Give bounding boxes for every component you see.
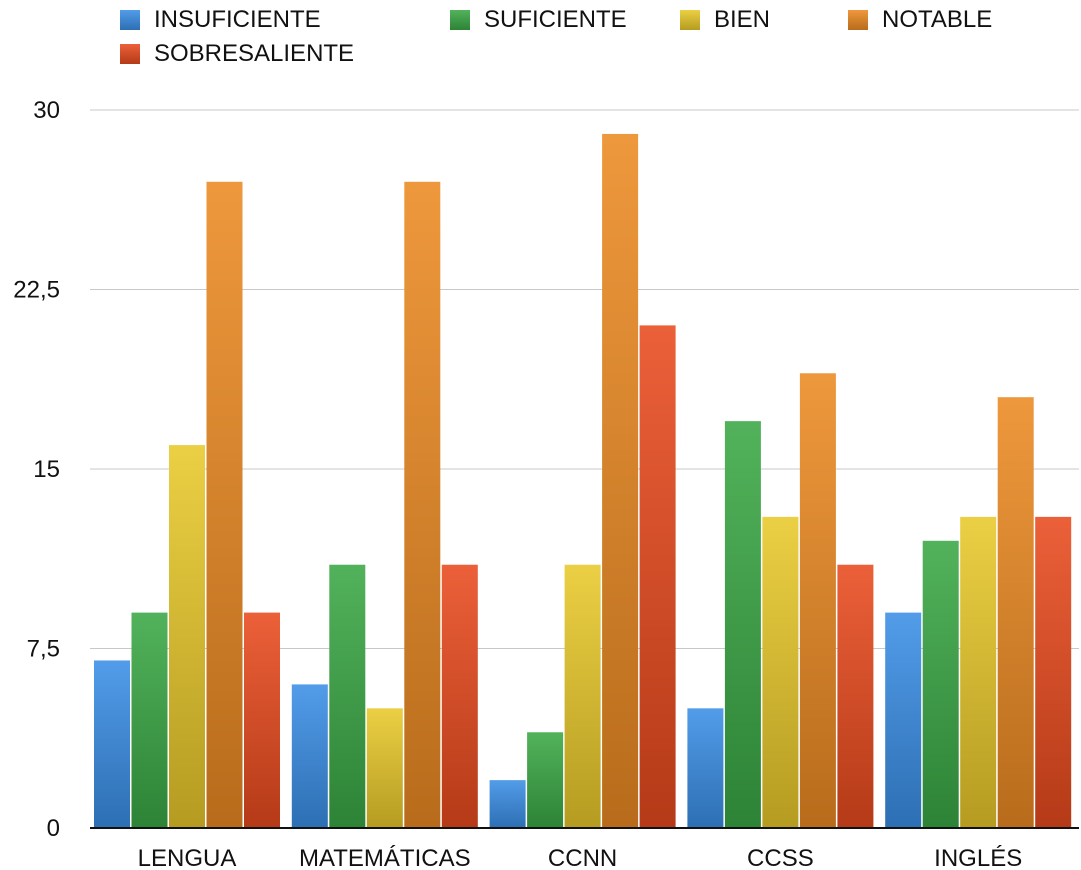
bars (94, 133, 1072, 829)
bar-insuficiente-4 (885, 612, 922, 828)
bar-insuficiente-0 (94, 660, 130, 828)
legend-label: NOTABLE (882, 6, 993, 33)
legend-swatch (680, 10, 700, 30)
legend-label: SUFICIENTE (484, 6, 627, 33)
x-tick-label: CCNN (548, 845, 617, 870)
bar-notable-3 (799, 373, 836, 828)
x-tick-label: INGLÉS (934, 845, 1022, 870)
bar-sobresaliente-2 (639, 325, 676, 828)
y-tick-label: 22,5 (13, 277, 60, 304)
y-tick-label: 15 (33, 456, 60, 483)
legend-item: BIEN (680, 6, 770, 34)
legend-item: SOBRESALIENTE (120, 40, 354, 68)
bar-suficiente-2 (527, 732, 564, 828)
bar-sobresaliente-3 (837, 564, 874, 828)
bar-sobresaliente-4 (1035, 516, 1072, 828)
legend-item: SUFICIENTE (450, 6, 627, 34)
legend-swatch (450, 10, 470, 30)
bar-bien-4 (960, 516, 997, 828)
bar-insuficiente-2 (489, 780, 526, 828)
bar-bien-0 (169, 445, 205, 828)
legend-swatch (120, 10, 140, 30)
bar-suficiente-0 (131, 612, 168, 828)
legend-item: INSUFICIENTE (120, 6, 321, 34)
bar-notable-4 (997, 397, 1034, 828)
bar-suficiente-3 (724, 421, 761, 828)
legend-item: NOTABLE (848, 6, 992, 34)
legend-label: INSUFICIENTE (154, 6, 321, 33)
x-tick-label: LENGUA (138, 845, 237, 870)
bar-bien-2 (564, 564, 601, 828)
legend-swatch (848, 10, 868, 30)
y-tick-label: 0 (47, 815, 60, 842)
bar-bien-1 (366, 708, 403, 828)
bar-notable-2 (602, 133, 639, 828)
bar-insuficiente-3 (687, 708, 724, 828)
bar-notable-0 (206, 181, 243, 829)
bar-notable-1 (404, 181, 441, 829)
bar-sobresaliente-0 (244, 612, 280, 828)
x-tick-label: MATEMÁTICAS (299, 845, 471, 870)
bar-insuficiente-1 (291, 684, 328, 828)
bar-bien-3 (762, 516, 799, 828)
bar-suficiente-4 (922, 540, 959, 828)
x-tick-label: CCSS (747, 845, 814, 870)
legend-label: SOBRESALIENTE (154, 40, 355, 67)
y-tick-label: 7,5 (27, 636, 60, 663)
axes: 0 7,5 15 22,5 30 LENGUA MATEMÁTICAS CCNN CCSS ING… (13, 97, 1079, 870)
y-tick-label: 30 (33, 97, 60, 124)
legend-swatch (120, 44, 140, 64)
bar-sobresaliente-1 (441, 564, 478, 828)
bar-suficiente-1 (329, 564, 366, 828)
legend-label: BIEN (714, 6, 771, 33)
